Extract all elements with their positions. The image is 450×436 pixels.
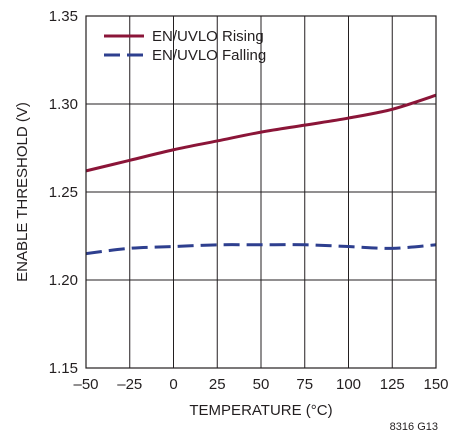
plot-frame — [85, 15, 437, 369]
tick-labels: –50 –25 0 25 50 75 100 125 150 1.15 1.20 1.25 1.30 1.… — [49, 8, 449, 393]
series-line-falling — [85, 243, 437, 256]
figure-id: 8316 G13 — [390, 421, 438, 433]
x-tick-label: –25 — [117, 376, 142, 393]
y-tick-label: 1.15 — [49, 360, 78, 377]
x-axis-title: TEMPERATURE (°C) — [189, 402, 332, 419]
x-tick-label: –50 — [73, 376, 98, 393]
x-tick-label: 75 — [296, 376, 313, 393]
y-tick-label: 1.20 — [49, 272, 78, 289]
y-tick-label: 1.25 — [49, 184, 78, 201]
y-tick-label: 1.35 — [49, 8, 78, 25]
x-tick-label: 25 — [209, 376, 226, 393]
x-tick-label: 100 — [336, 376, 361, 393]
grid — [86, 16, 436, 368]
y-axis-title: ENABLE THRESHOLD (V) — [14, 102, 31, 282]
legend: EN/UVLO Rising EN/UVLO Falling — [104, 28, 266, 64]
legend-label-rising: EN/UVLO Rising — [152, 28, 264, 45]
y-tick-label: 1.30 — [49, 96, 78, 113]
legend-label-falling: EN/UVLO Falling — [152, 47, 266, 64]
series-line-rising — [85, 93, 437, 173]
x-tick-label: 0 — [169, 376, 177, 393]
x-tick-label: 50 — [253, 376, 270, 393]
x-tick-label: 150 — [423, 376, 448, 393]
x-tick-label: 125 — [380, 376, 405, 393]
plot-border — [85, 15, 437, 369]
series-lines — [85, 93, 437, 256]
